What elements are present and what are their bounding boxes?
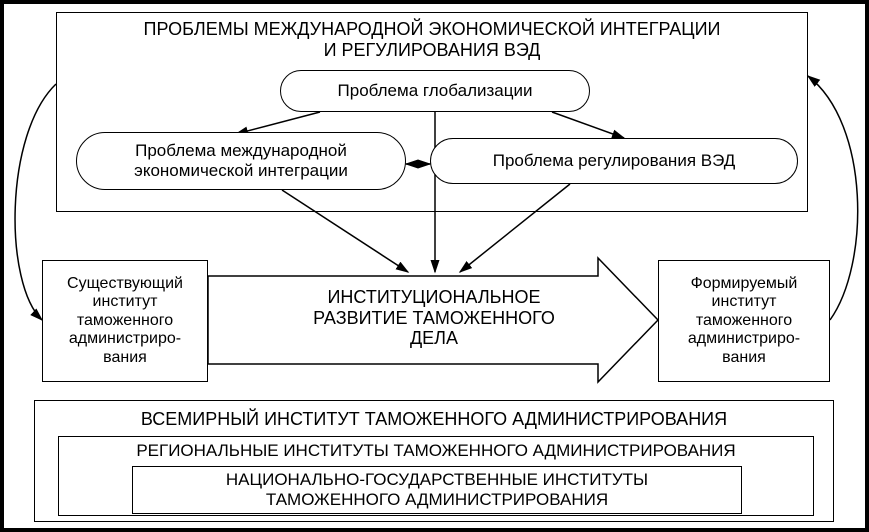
node-ved-regulation: Проблема регулирования ВЭД — [430, 138, 798, 184]
regional-institutes-title: РЕГИОНАЛЬНЫЕ ИНСТИТУТЫ ТАМОЖЕННОГО АДМИН… — [64, 438, 808, 464]
node-existing-institute: Существующий институт таможенного админи… — [42, 260, 208, 382]
node-globalization: Проблема глобализации — [280, 70, 590, 112]
node-institutional-development: ИНСТИТУЦИОНАЛЬНОЕ РАЗВИТИЕ ТАМОЖЕННОГО Д… — [254, 278, 614, 358]
node-forming-institute: Формируемый институт таможенного админис… — [658, 260, 830, 382]
node-national-institutes: НАЦИОНАЛЬНО-ГОСУДАРСТВЕННЫЕ ИНСТИТУТЫ ТА… — [132, 466, 742, 514]
top-title: ПРОБЛЕМЫ МЕЖДУНАРОДНОЙ ЭКОНОМИЧЕСКОЙ ИНТ… — [74, 18, 790, 62]
diagram-canvas: ПРОБЛЕМЫ МЕЖДУНАРОДНОЙ ЭКОНОМИЧЕСКОЙ ИНТ… — [0, 0, 869, 532]
node-integration: Проблема международной экономической инт… — [76, 132, 406, 190]
world-institute-title: ВСЕМИРНЫЙ ИНСТИТУТ ТАМОЖЕННОГО АДМИНИСТР… — [54, 404, 814, 434]
